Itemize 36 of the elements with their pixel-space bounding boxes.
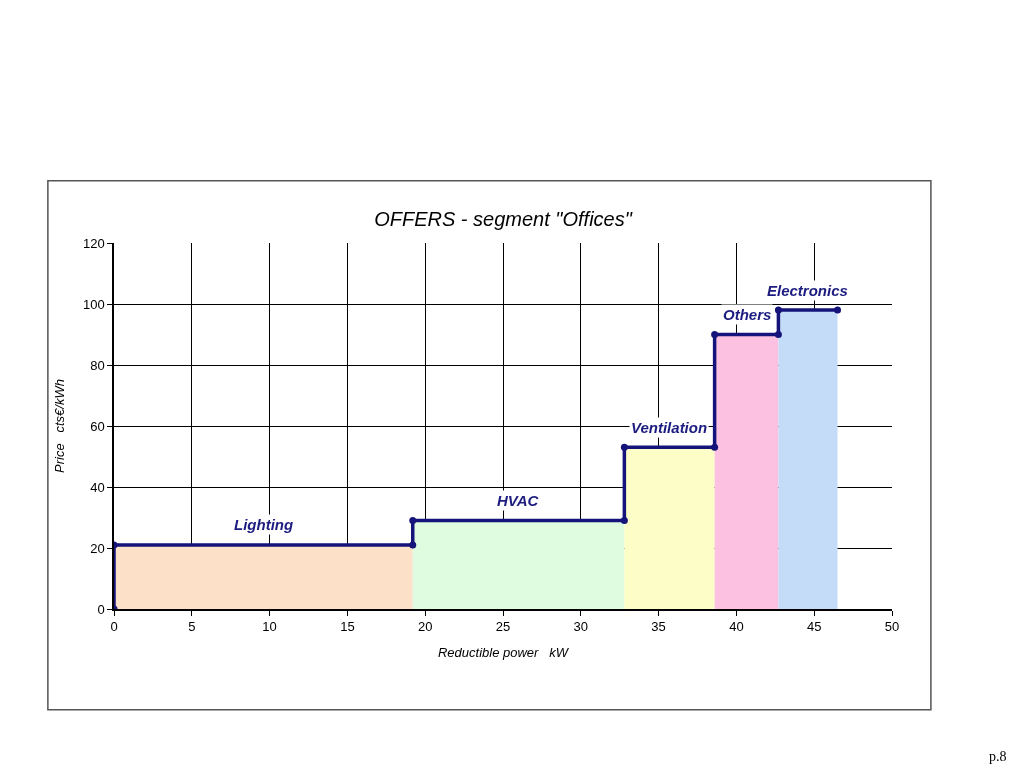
chart-title: OFFERS - segment "Offices"	[374, 207, 633, 230]
y-tick-label: 100	[82, 296, 105, 312]
y-tick-label: 0	[97, 601, 105, 617]
text: p.8	[989, 749, 1007, 764]
x-tick-label: 45	[806, 619, 822, 635]
series-label: Electronics	[767, 282, 848, 299]
point	[711, 443, 719, 451]
point	[409, 517, 417, 525]
series-label: Lighting	[234, 516, 294, 533]
x-tick-label: 15	[340, 619, 355, 635]
x-tick-label: 5	[188, 619, 196, 635]
point	[834, 306, 842, 314]
x-axis-title: Reductible power kW	[437, 645, 570, 661]
y-tick-label: 120	[82, 235, 105, 251]
point	[620, 443, 628, 451]
series-label: Ventilation	[631, 419, 708, 436]
series-label: Others	[723, 306, 772, 323]
x-tick-label: 25	[495, 619, 511, 635]
point	[409, 541, 417, 549]
x-tick-label: 40	[729, 619, 744, 635]
x-tick-label: 30	[573, 619, 589, 635]
point	[711, 331, 719, 338]
x-tick-label: 10	[262, 619, 277, 635]
series-label: HVAC	[497, 492, 540, 509]
y-axis-title: Price cts€/kWh	[52, 379, 68, 473]
y-tick-label: 80	[90, 357, 105, 373]
y-tick-label: 60	[90, 418, 105, 434]
y-tick-label: 40	[90, 479, 105, 495]
x-tick-label: 35	[651, 619, 666, 635]
x-tick-label: 20	[417, 619, 433, 635]
point	[774, 306, 782, 314]
y-tick-label: 20	[90, 540, 105, 556]
x-tick-label: 50	[884, 619, 900, 635]
point	[774, 331, 782, 338]
point	[620, 517, 628, 525]
x-tick-label: 0	[110, 619, 118, 635]
